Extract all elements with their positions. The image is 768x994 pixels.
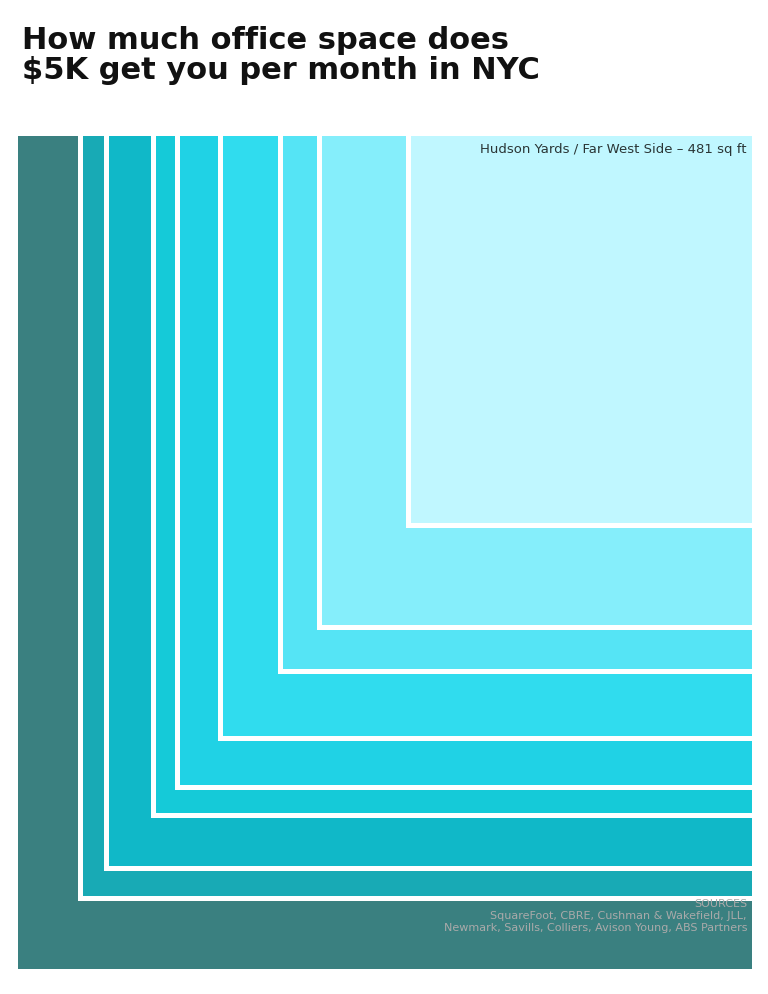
Bar	[322, 136, 752, 624]
Text: SoHo / Hudson Square / Greenwich Village / NoHo – 662 sq ft: SoHo / Hudson Square / Greenwich Village…	[342, 143, 747, 156]
Bar	[218, 136, 752, 742]
Bar	[18, 136, 752, 969]
Text: SOURCES: SOURCES	[694, 899, 747, 909]
Bar	[316, 136, 752, 629]
Text: Penn Station / Garment District – 907 sq ft: Penn Station / Garment District – 907 sq…	[465, 143, 747, 156]
Bar	[411, 136, 752, 523]
Bar	[174, 136, 752, 790]
Bar	[82, 136, 752, 896]
Text: Flatiron / Union Square / Columbus Circle / Grand Central – 841 sq ft: Flatiron / Union Square / Columbus Circl…	[292, 143, 747, 156]
Bar	[180, 136, 752, 785]
Bar	[277, 136, 752, 674]
Bar	[406, 136, 752, 528]
Text: Chelsea / Midtown / Times Square / Rockefeller Center – 746 sq ft: Chelsea / Midtown / Times Square / Rocke…	[311, 143, 747, 156]
Bar	[109, 136, 752, 866]
Text: How much office space does: How much office space does	[22, 26, 509, 55]
Text: World Trade Center – 807 sq ft: World Trade Center – 807 sq ft	[545, 143, 747, 156]
Bar	[223, 136, 752, 737]
Text: $5K get you per month in NYC: $5K get you per month in NYC	[22, 56, 540, 85]
Text: Newmark, Savills, Colliers, Avison Young, ABS Partners: Newmark, Savills, Colliers, Avison Young…	[443, 923, 747, 933]
Bar	[78, 136, 752, 901]
Text: SquareFoot, CBRE, Cushman & Wakefield, JLL,: SquareFoot, CBRE, Cushman & Wakefield, J…	[491, 911, 747, 921]
Bar	[151, 136, 752, 818]
Bar	[104, 136, 752, 871]
Text: Hudson Yards / Far West Side – 481 sq ft: Hudson Yards / Far West Side – 481 sq ft	[481, 143, 747, 156]
Text: Downtown / City Hall / Tribeca – 944 sq ft: Downtown / City Hall / Tribeca – 944 sq …	[473, 143, 747, 156]
Text: Financial District / Water Street / Insurance District – 1035 sq ft: Financial District / Water Street / Insu…	[326, 143, 747, 156]
Bar	[156, 136, 752, 813]
Text: Midtown East / Plaza District / UN – 607 sq ft: Midtown East / Plaza District / UN – 607…	[452, 143, 747, 156]
Bar	[283, 136, 752, 669]
